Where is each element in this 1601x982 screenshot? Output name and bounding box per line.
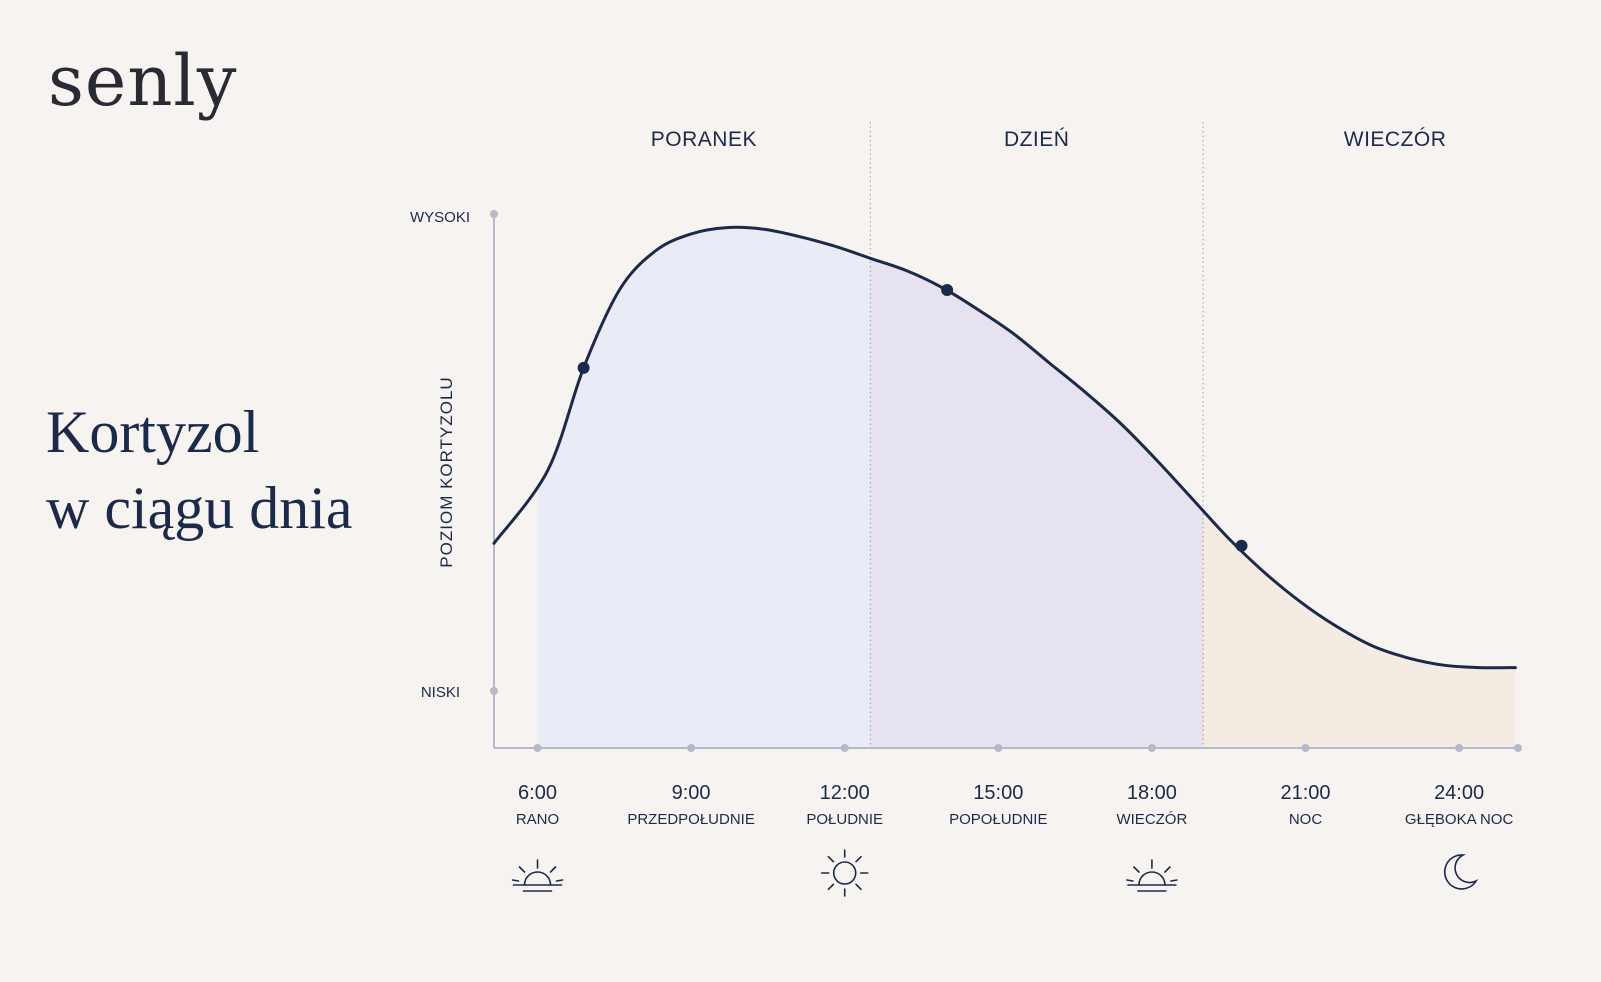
x-tick-2: [687, 744, 696, 752]
x-tick-5: [1147, 744, 1156, 752]
section-area-1: [537, 227, 871, 748]
section-area-3: [1203, 227, 1516, 748]
x-tick-4: [994, 744, 1003, 752]
page-title-line-1: Kortyzol: [46, 399, 260, 465]
x-tick-time-5: 18:00: [1127, 782, 1177, 804]
data-point-3: [1235, 539, 1248, 552]
cortisol-curve: [492, 225, 1517, 670]
brand-logo: senly: [48, 40, 238, 122]
data-point-1: [577, 361, 590, 374]
x-tick-label-7: GŁĘBOKA NOC: [1405, 811, 1514, 828]
sunrise-icon: [511, 859, 564, 892]
x-tick-label-5: WIECZÓR: [1116, 811, 1187, 828]
x-tick-label-1: RANO: [516, 811, 559, 828]
moon-icon: [1443, 854, 1479, 890]
x-tick-3: [840, 744, 849, 752]
x-tick-label-2: PRZEDPOŁUDNIE: [627, 811, 755, 828]
section-label-3: WIECZÓR: [1344, 128, 1447, 151]
sun-icon: [820, 849, 869, 897]
section-label-2: DZIEŃ: [1004, 128, 1070, 151]
x-tick-7: [1455, 744, 1464, 752]
x-tick-time-1: 6:00: [518, 782, 557, 804]
sunset-icon: [1126, 859, 1178, 892]
page-title-line-2: w ciągu dnia: [46, 475, 353, 541]
y-level-high: WYSOKI: [410, 209, 470, 226]
y-axis-low-dot: [490, 687, 498, 695]
x-tick-time-3: 12:00: [820, 782, 870, 804]
x-tick-time-4: 15:00: [973, 782, 1023, 804]
x-tick-label-3: POŁUDNIE: [806, 811, 883, 828]
x-tick-6: [1301, 744, 1310, 752]
x-tick-1: [533, 744, 542, 752]
x-axis-end-dot: [1514, 744, 1522, 752]
x-tick-time-2: 9:00: [672, 782, 711, 804]
x-tick-time-7: 24:00: [1434, 782, 1484, 804]
page-title: Kortyzol w ciągu dnia: [46, 394, 353, 546]
y-axis-label: POZIOM KORTYZOLU: [437, 376, 456, 567]
x-tick-time-6: 21:00: [1280, 782, 1330, 804]
data-point-2: [941, 283, 954, 296]
x-tick-label-6: NOC: [1289, 811, 1323, 828]
section-label-1: PORANEK: [651, 128, 757, 151]
y-level-low: NISKI: [421, 684, 460, 701]
x-tick-label-4: POPOŁUDNIE: [949, 811, 1047, 828]
y-axis-top-dot: [490, 210, 498, 218]
